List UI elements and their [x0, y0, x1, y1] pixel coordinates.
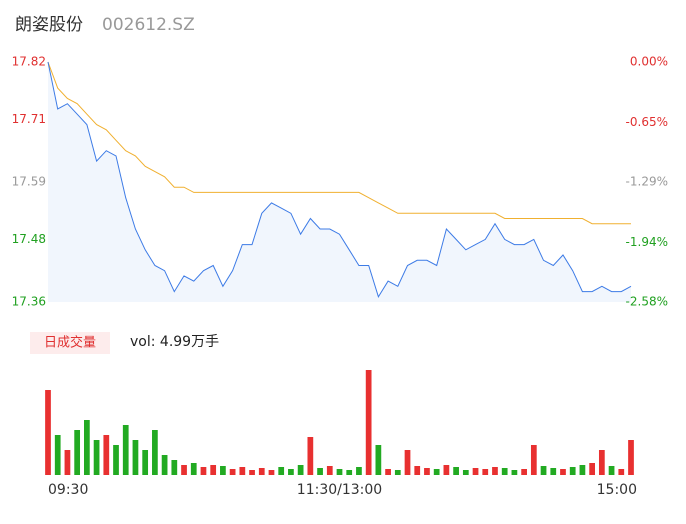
volume-bar	[229, 469, 236, 475]
y2-tick-label: -1.29%	[626, 175, 668, 189]
volume-bar	[239, 467, 246, 475]
volume-bar	[317, 468, 323, 475]
volume-bar	[628, 440, 634, 475]
volume-bar	[249, 470, 255, 475]
volume-bar	[45, 390, 51, 475]
y-tick-label: 17.82	[12, 55, 46, 69]
y-tick-label: 17.59	[12, 175, 46, 189]
volume-bar	[181, 465, 187, 475]
volume-bar	[93, 440, 100, 475]
volume-bar	[346, 470, 353, 475]
volume-bar	[54, 435, 61, 475]
volume-bar	[424, 468, 430, 475]
y2-tick-label: -1.94%	[626, 235, 668, 249]
volume-bar	[433, 469, 440, 475]
price-area	[48, 62, 631, 302]
volume-bar	[210, 465, 217, 475]
volume-bar	[171, 460, 178, 475]
x-tick-label: 09:30	[48, 482, 88, 498]
x-tick-label: 15:00	[597, 482, 637, 498]
volume-bar	[200, 467, 207, 475]
volume-bar	[132, 440, 139, 475]
x-tick-label: 11:30/13:00	[297, 482, 382, 498]
volume-bar	[64, 450, 71, 475]
volume-bar	[501, 468, 508, 475]
y2-tick-label: -0.65%	[626, 115, 668, 129]
volume-bar	[540, 466, 547, 475]
volume-bar	[83, 420, 90, 475]
volume-bar	[356, 467, 362, 475]
volume-bar	[492, 467, 498, 475]
volume-bar	[482, 469, 489, 475]
volume-bar	[462, 470, 469, 475]
volume-bar	[521, 469, 527, 475]
volume-bar	[190, 463, 197, 475]
volume-summary: vol: 4.99万手	[130, 334, 219, 350]
volume-bar	[278, 467, 285, 475]
volume-bar	[550, 468, 557, 475]
volume-bar	[608, 466, 615, 475]
volume-label-bg	[30, 332, 110, 354]
volume-bar	[307, 437, 314, 475]
volume-bar	[297, 465, 304, 475]
volume-bar	[113, 445, 119, 475]
volume-bar	[74, 430, 81, 475]
volume-bar	[152, 430, 158, 475]
volume-bar	[443, 465, 450, 475]
volume-bar	[453, 467, 459, 475]
volume-bar	[385, 469, 391, 475]
volume-bar	[579, 465, 586, 475]
y-tick-label: 17.48	[12, 232, 46, 246]
volume-bar	[569, 467, 576, 475]
y-tick-label: 17.71	[12, 112, 46, 126]
y2-tick-label: 0.00%	[630, 55, 668, 69]
volume-bar	[618, 469, 625, 475]
volume-bar	[365, 370, 372, 475]
volume-bar	[161, 455, 168, 475]
volume-bar	[122, 425, 129, 475]
volume-bar	[414, 466, 421, 475]
volume-bar	[103, 435, 110, 475]
average-line	[47, 61, 631, 225]
volume-bar	[472, 468, 479, 475]
volume-bar	[394, 470, 401, 475]
volume-bar	[589, 463, 596, 475]
chart-subtitle: 002612.SZ	[102, 15, 195, 35]
price-line	[47, 61, 632, 298]
volume-bar	[560, 469, 566, 475]
volume-bar	[142, 450, 149, 475]
y-tick-label: 17.36	[12, 295, 46, 309]
volume-bar	[404, 450, 411, 475]
volume-bar	[220, 466, 226, 475]
volume-bar	[288, 469, 294, 475]
volume-label: 日成交量	[44, 335, 96, 351]
volume-bar	[258, 468, 265, 475]
volume-bar	[598, 450, 605, 475]
volume-bar	[268, 470, 275, 475]
volume-bar	[530, 445, 537, 475]
volume-bar	[375, 445, 382, 475]
volume-bar	[511, 470, 518, 475]
volume-bar	[336, 469, 343, 475]
volume-bar	[326, 466, 333, 475]
chart-title: 朗姿股份	[15, 15, 83, 35]
y2-tick-label: -2.58%	[626, 295, 668, 309]
